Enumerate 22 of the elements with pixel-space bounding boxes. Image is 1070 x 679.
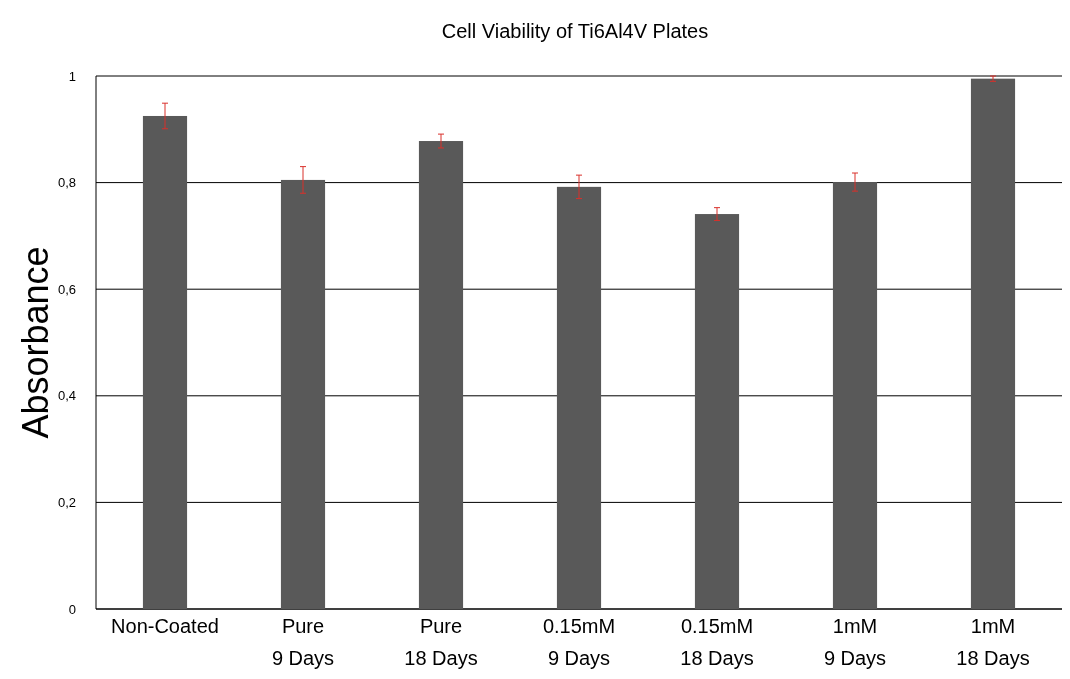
chart-title: Cell Viability of Ti6Al4V Plates (441, 20, 709, 42)
bar (694, 214, 740, 609)
y-tick-label: 0 (68, 601, 76, 617)
x-tick-label: 0.15mM 9 Days (542, 615, 616, 669)
y-tick-label: 0,8 (57, 175, 76, 191)
x-tick-label: 1mM 18 Days (956, 615, 1030, 669)
bar (280, 179, 326, 609)
x-tick-label: Pure 18 Days (404, 615, 478, 669)
x-tick-label: 0.15mM 18 Days (680, 615, 754, 669)
y-tick-label: 1 (68, 68, 76, 84)
x-tick-label: Non-Coated (111, 615, 219, 637)
y-axis-title: Absorbance (15, 246, 56, 439)
bar (142, 115, 188, 609)
x-tick-label: 1mM 9 Days (823, 615, 887, 669)
bar (556, 186, 602, 609)
bar (970, 78, 1016, 609)
y-tick-label: 0,2 (57, 494, 76, 510)
y-tick-label: 0,4 (57, 388, 76, 404)
bar (418, 141, 464, 609)
y-tick-label: 0,6 (57, 281, 76, 297)
x-tick-label: Pure 9 Days (271, 615, 335, 669)
bar (832, 182, 878, 609)
